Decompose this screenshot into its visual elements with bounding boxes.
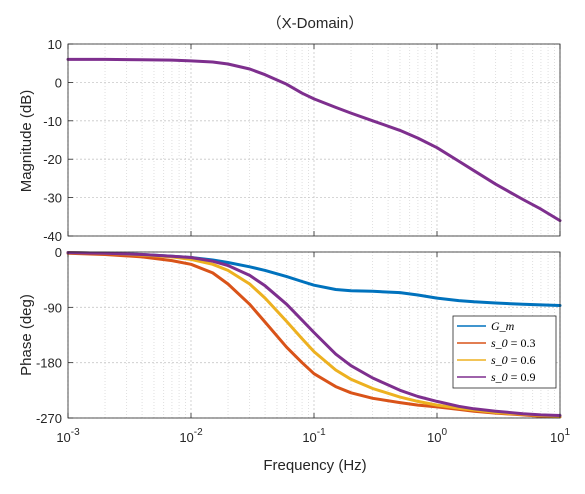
xtick-exponent: 1 (564, 427, 570, 438)
legend-label-0: G_m (491, 319, 515, 333)
magnitude-series-line-0 (66, 57, 562, 223)
magnitude-ytick-label: -30 (43, 191, 62, 206)
magnitude-ytick-label: -20 (43, 152, 62, 167)
legend-label-2: s_0 = 0.6 (491, 353, 535, 367)
phase-ytick-label: -180 (36, 356, 62, 371)
phase-ytick-label: 0 (55, 245, 62, 260)
xtick-base: 10 (302, 430, 316, 445)
legend-label-1: s_0 = 0.3 (491, 336, 535, 350)
magnitude-axes-box (67, 43, 561, 237)
legend-box (452, 315, 557, 389)
magnitude-ytick-label: -40 (43, 229, 62, 244)
xtick-exponent: -3 (71, 427, 80, 438)
chart-title: （X-Domain） (267, 15, 364, 32)
xtick-base: 10 (179, 430, 193, 445)
phase-ytick-label: -90 (43, 300, 62, 315)
xtick-base: 10 (427, 430, 441, 445)
xtick-label: 10-3 (56, 427, 80, 445)
phase-ytick-label: -270 (36, 411, 62, 426)
legend-label-3: s_0 = 0.9 (491, 370, 535, 384)
xtick-label: 10-1 (302, 427, 326, 445)
magnitude-ytick-label: -10 (43, 114, 62, 129)
phase-axes-box (67, 251, 561, 419)
xtick-base: 10 (56, 430, 70, 445)
phase-ylabel: Phase (deg) (18, 294, 35, 376)
magnitude-ytick-label: 0 (55, 75, 62, 90)
frequency-xlabel: Frequency (Hz) (263, 457, 366, 474)
xtick-label: 100 (427, 427, 447, 445)
xtick-label: 101 (550, 427, 570, 445)
magnitude-ytick-label: 10 (48, 37, 62, 52)
magnitude-ylabel: Magnitude (dB) (18, 90, 35, 193)
phase-series-line-3 (66, 251, 562, 417)
xtick-base: 10 (550, 430, 564, 445)
xtick-exponent: 0 (441, 427, 447, 438)
xtick-label: 10-2 (179, 427, 203, 445)
xtick-exponent: -1 (317, 427, 326, 438)
xtick-exponent: -2 (194, 427, 203, 438)
